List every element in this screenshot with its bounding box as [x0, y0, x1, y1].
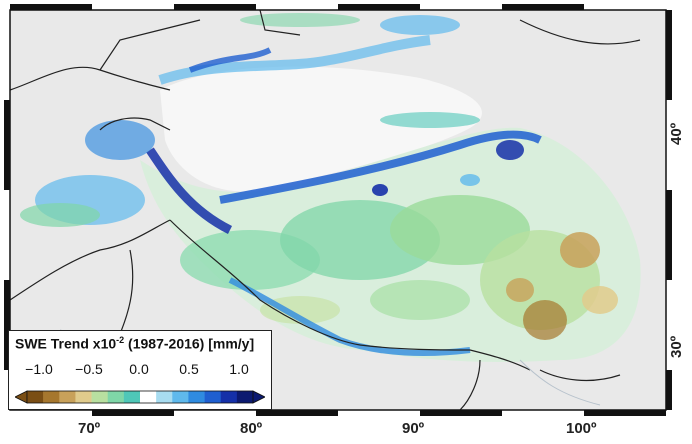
colorbar-swatch: [140, 391, 157, 403]
lat-label-30: 30º: [668, 335, 685, 358]
lon-label-100: 100º: [566, 420, 597, 437]
border-ticks-bottom: [92, 410, 666, 416]
colorbar-swatch: [43, 391, 60, 403]
colorbar-swatch: [204, 391, 222, 403]
border-ticks-top: [10, 4, 584, 10]
tarim-basin: [160, 66, 482, 192]
colorbar-swatch: [107, 391, 125, 403]
colorbar-swatch: [75, 391, 92, 403]
swe-trend-overlay: [20, 13, 618, 356]
lon-label-70: 70º: [78, 420, 101, 437]
legend-tick: −1.0: [25, 361, 53, 377]
legend-title: SWE Trend x10-2 (1987-2016) [mm/y]: [15, 335, 255, 352]
lat-label-40: 40º: [668, 122, 685, 145]
border-ticks-left: [4, 100, 10, 370]
colorbar-swatch: [59, 391, 76, 403]
legend-tick: 1.0: [229, 361, 249, 377]
colorbar-swatch: [236, 391, 254, 403]
legend-tick: −0.5: [75, 361, 103, 377]
colorbar-swatch: [27, 391, 44, 403]
legend-tick: 0.0: [129, 361, 149, 377]
lon-label-90: 90º: [402, 420, 425, 437]
border-ticks-right: [666, 10, 672, 410]
colorbar-swatch: [188, 391, 205, 403]
colorbar-swatch: [156, 391, 173, 403]
legend-tick: 0.5: [179, 361, 199, 377]
colorbar-max-arrow: [252, 390, 265, 404]
colorbar-swatch: [220, 391, 238, 403]
colorbar-swatch: [123, 391, 141, 403]
legend-colorbar: [15, 390, 265, 404]
country-borders: [9, 9, 641, 411]
lon-label-80: 80º: [240, 420, 263, 437]
colorbar-swatch: [91, 391, 109, 403]
colorbar-min-arrow: [15, 390, 28, 404]
legend-box: SWE Trend x10-2 (1987-2016) [mm/y] −1.0 …: [8, 330, 272, 410]
colorbar-outline: [26, 390, 254, 404]
colorbar-swatch: [172, 391, 189, 403]
